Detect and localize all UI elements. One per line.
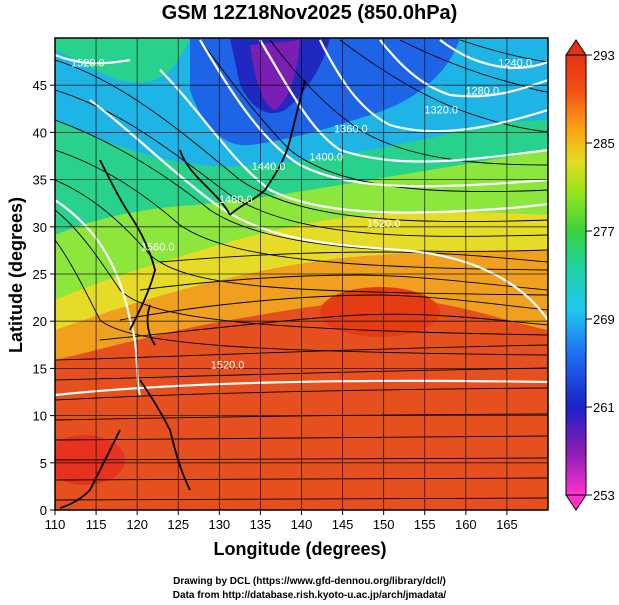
colorbar-ticks: 253 261 269 277 285 293	[586, 48, 615, 503]
contour-label: 1360.0	[334, 123, 368, 135]
colorbar-tick-label: 277	[593, 224, 615, 239]
colorbar-tick-label: 269	[593, 312, 615, 327]
colorbar-tick-label: 285	[593, 136, 615, 151]
x-tick-label: 120	[126, 517, 148, 532]
y-tick-label: 30	[33, 220, 47, 235]
x-tick-label: 155	[414, 517, 436, 532]
contour-label: 1560.0	[141, 241, 175, 253]
x-tick-label: 150	[373, 517, 395, 532]
y-tick-label: 35	[33, 173, 47, 188]
x-axis-label: Longitude (degrees)	[213, 539, 386, 559]
x-axis: 110 115 120 125 130 135 140 145 150 155 160 165	[45, 510, 518, 532]
y-tick-label: 0	[40, 503, 47, 518]
page-title: GSM 12Z18Nov2025 (850.0hPa)	[161, 2, 458, 24]
y-tick-label: 15	[33, 361, 47, 376]
y-tick-label: 45	[33, 78, 47, 93]
credit-drawing: Drawing by DCL (https://www.gfd-dennou.o…	[173, 576, 446, 587]
streamlines	[55, 39, 548, 501]
colorbar-lower-arrow	[565, 494, 587, 511]
coastlines	[59, 79, 306, 509]
x-tick-label: 145	[332, 517, 354, 532]
colorbar-tick-label: 253	[593, 488, 615, 503]
contour-label: 1440.0	[252, 161, 286, 173]
y-axis: 0 5 10 15 20 25 30 35 40 45	[33, 78, 55, 518]
contour-label: 1480.0	[219, 194, 253, 206]
contour-label-layer: 1520.0 1560.0 1480.0 1440.0 1400.0 1360.0 1320…	[71, 57, 532, 371]
y-tick-label: 10	[33, 409, 47, 424]
contour-label: 1520.0	[71, 57, 105, 69]
x-tick-label: 140	[291, 517, 313, 532]
x-tick-label: 130	[208, 517, 230, 532]
y-tick-label: 20	[33, 314, 47, 329]
contour-label: 1240.0	[498, 57, 532, 69]
map-grid	[55, 38, 548, 510]
colorbar: 253 261 269 277 285 293	[565, 39, 615, 511]
x-tick-label: 115	[86, 517, 107, 532]
credit-data: Data from http://database.rish.kyoto-u.a…	[172, 590, 447, 601]
y-tick-label: 5	[40, 456, 47, 471]
x-tick-label: 135	[250, 517, 272, 532]
y-axis-label: Latitude (degrees)	[6, 197, 26, 353]
colorbar-gradient	[565, 54, 587, 496]
y-tick-label: 40	[33, 125, 47, 140]
x-tick-label: 165	[496, 517, 518, 532]
contour-label: 1520.0	[367, 218, 401, 230]
colorbar-tick-label: 261	[593, 400, 615, 415]
x-tick-label: 160	[455, 517, 477, 532]
contour-label: 1280.0	[465, 86, 499, 98]
contour-label: 1320.0	[424, 105, 458, 117]
x-tick-label: 110	[45, 517, 66, 532]
contour-label: 1400.0	[309, 152, 343, 164]
x-tick-label: 125	[167, 517, 189, 532]
y-tick-label: 25	[33, 267, 47, 282]
contour-label: 1520.0	[211, 359, 245, 371]
colorbar-tick-label: 293	[593, 48, 615, 63]
colorbar-upper-arrow	[565, 39, 587, 56]
